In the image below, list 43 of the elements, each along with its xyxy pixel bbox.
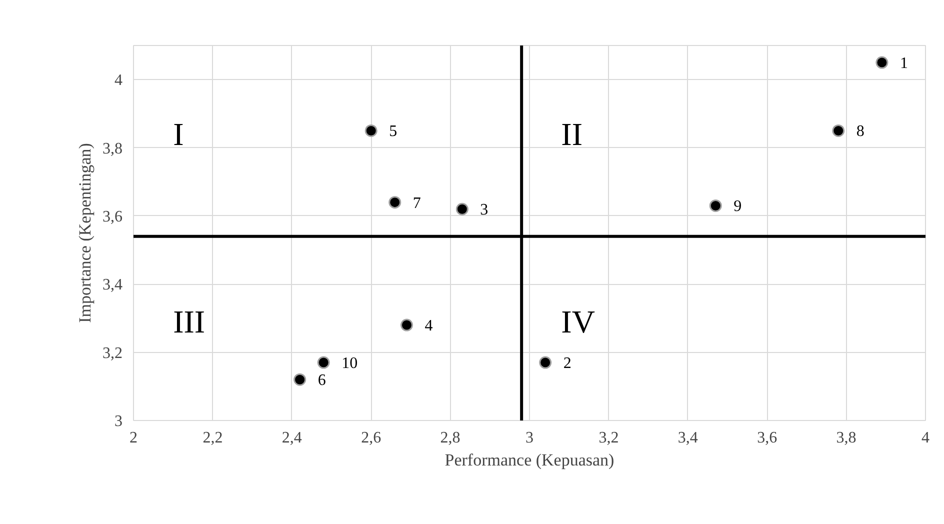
x-tick-label: 3,6 bbox=[757, 430, 778, 446]
x-tick-label: 2,4 bbox=[282, 430, 302, 446]
x-tick-label: 3,4 bbox=[678, 430, 698, 446]
x-tick-label: 2 bbox=[130, 430, 138, 446]
x-tick-label: 3,8 bbox=[836, 430, 856, 446]
point bbox=[832, 124, 845, 137]
annotation: III bbox=[173, 304, 206, 340]
x-axis-title: Performance (Kepuasan) bbox=[444, 450, 614, 470]
y-tick-label: 3,4 bbox=[102, 276, 122, 294]
annotation: I bbox=[173, 116, 184, 152]
annotation: 10 bbox=[342, 355, 358, 372]
point bbox=[364, 124, 378, 137]
annotation: IV bbox=[561, 304, 595, 340]
annotation: 7 bbox=[412, 194, 421, 212]
annotation: II bbox=[561, 116, 582, 152]
annotation: 5 bbox=[389, 123, 398, 140]
y-tick-label: 3,2 bbox=[102, 344, 122, 362]
annotation: 2 bbox=[563, 355, 572, 372]
point bbox=[400, 318, 413, 332]
x-tick-label: 2,2 bbox=[202, 430, 223, 446]
point bbox=[539, 356, 552, 369]
annotation: 1 bbox=[900, 55, 908, 72]
annotation: 9 bbox=[734, 198, 742, 216]
x-tick-label: 3 bbox=[526, 430, 534, 446]
annotation: 8 bbox=[856, 123, 864, 140]
annotation: 3 bbox=[480, 202, 488, 219]
point bbox=[388, 196, 402, 209]
x-tick-label: 3,2 bbox=[598, 430, 619, 446]
y-tick-label: 3 bbox=[114, 413, 122, 430]
x-tick-label: 4 bbox=[922, 430, 930, 446]
point bbox=[317, 356, 330, 369]
y-tick-label: 4 bbox=[114, 72, 122, 90]
annotation: 6 bbox=[318, 372, 326, 390]
y-axis-title: Importance (Kepentingan) bbox=[76, 143, 94, 323]
y-tick-label: 3,8 bbox=[102, 140, 122, 158]
point bbox=[876, 56, 888, 69]
point bbox=[294, 373, 306, 386]
point bbox=[709, 199, 722, 212]
point bbox=[456, 202, 468, 216]
x-tick-label: 2,8 bbox=[440, 430, 460, 446]
x-tick-label: 2,6 bbox=[361, 430, 382, 446]
annotation: 4 bbox=[424, 318, 433, 335]
y-tick-label: 3,6 bbox=[102, 208, 122, 226]
